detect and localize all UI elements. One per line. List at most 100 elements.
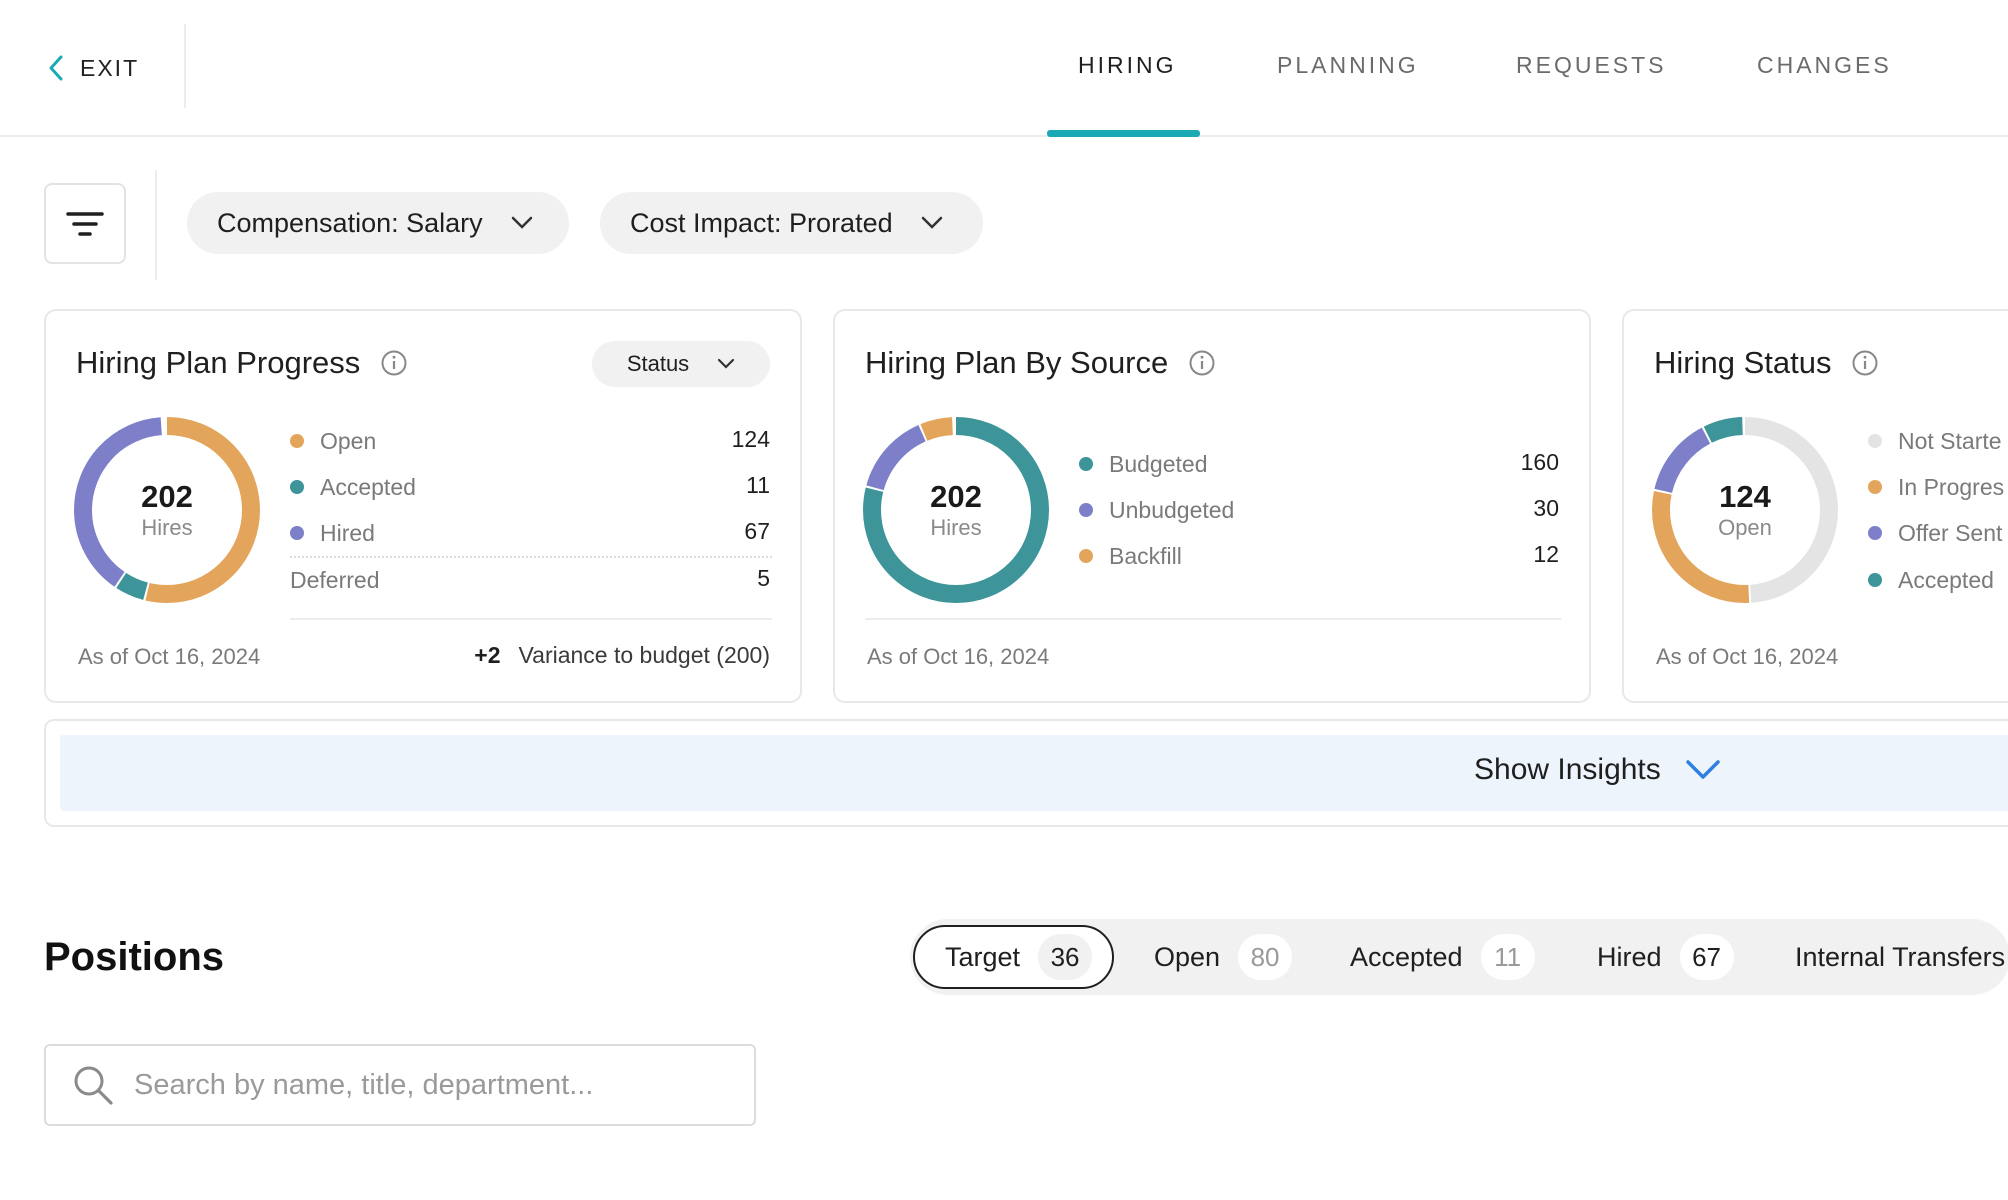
filter-lines-icon xyxy=(66,211,104,236)
card-title-text: Hiring Status xyxy=(1654,345,1832,380)
donut-total: 202 xyxy=(930,479,982,514)
segment-label: Internal Transfers xyxy=(1795,941,2006,972)
segment-hired[interactable]: Hired 67 xyxy=(1597,925,1734,989)
donut-total: 124 xyxy=(1719,479,1771,514)
legend-label: Unbudgeted xyxy=(1109,496,1235,523)
donut-total-label: Hires xyxy=(141,515,193,540)
legend-label: Accepted xyxy=(1898,566,1994,593)
divider xyxy=(290,618,772,620)
chevron-left-icon xyxy=(49,55,63,81)
variance-label: Variance to budget (200) xyxy=(518,642,770,668)
legend-label: Accepted xyxy=(320,473,416,500)
donut-segment-open xyxy=(74,417,260,603)
divider xyxy=(865,618,1561,620)
legend-item-not-started: Not Starte xyxy=(1868,426,2002,456)
segment-count: 80 xyxy=(1238,934,1293,980)
segment-open[interactable]: Open 80 xyxy=(1154,925,1293,989)
donut-segments xyxy=(1652,417,1838,603)
tab-changes[interactable]: CHANGES xyxy=(1757,52,1892,78)
card-title: Hiring Status xyxy=(1654,345,1879,381)
info-icon[interactable] xyxy=(1851,349,1879,377)
hiring-plan-progress-card: Hiring Plan Progress Status 202 Hires Op… xyxy=(44,309,802,703)
legend-dot xyxy=(290,480,304,494)
legend-value: 124 xyxy=(731,426,770,452)
compensation-dropdown[interactable]: Compensation: Salary xyxy=(187,192,569,254)
legend-value: 12 xyxy=(1533,541,1559,567)
exit-button[interactable]: EXIT xyxy=(48,48,139,88)
legend-item-deferred: Deferred xyxy=(290,565,379,595)
legend-item-in-progress: In Progres xyxy=(1868,472,2004,502)
legend-item-budgeted: Budgeted xyxy=(1079,449,1207,479)
card-title-text: Hiring Plan By Source xyxy=(865,345,1169,380)
segment-label: Target xyxy=(945,941,1021,972)
legend-label: Deferred xyxy=(290,566,380,593)
legend-value: 30 xyxy=(1533,495,1559,521)
position-search[interactable] xyxy=(44,1044,756,1126)
legend-dot xyxy=(1868,573,1882,587)
legend-dot xyxy=(1868,434,1882,448)
legend-item-offer-sent: Offer Sent xyxy=(1868,518,2002,548)
legend-dot xyxy=(290,434,304,448)
donut-segments xyxy=(863,417,1049,603)
donut-segment-budgeted xyxy=(863,417,1049,603)
legend-value: 11 xyxy=(746,472,770,498)
insights-panel xyxy=(44,719,2008,827)
search-icon xyxy=(74,1066,113,1105)
donut-segment-not-started xyxy=(1652,417,1838,603)
legend-dot xyxy=(1079,457,1093,471)
divider xyxy=(184,24,186,108)
legend-value: 5 xyxy=(757,565,770,591)
hiring-source-donut xyxy=(863,417,1049,603)
legend-label: Budgeted xyxy=(1109,450,1208,477)
segment-label: Accepted xyxy=(1350,941,1463,972)
legend-value: 67 xyxy=(744,518,770,544)
show-insights-button[interactable]: Show Insights xyxy=(1474,753,1721,787)
cost-impact-label: Cost Impact: Prorated xyxy=(630,207,893,238)
legend-label: Not Starte xyxy=(1898,427,2002,454)
chevron-down-icon xyxy=(921,216,942,229)
tab-planning[interactable]: PLANNING xyxy=(1277,52,1419,78)
legend-separator xyxy=(290,556,772,558)
tab-requests[interactable]: REQUESTS xyxy=(1516,52,1667,78)
tab-hiring[interactable]: HIRING xyxy=(1078,52,1177,78)
donut-segment-in-progress xyxy=(1652,417,1838,603)
legend-dot xyxy=(1079,503,1093,517)
card-title: Hiring Plan By Source xyxy=(865,345,1216,381)
donut-total: 202 xyxy=(141,479,193,514)
show-insights-label: Show Insights xyxy=(1474,753,1661,786)
filter-button[interactable] xyxy=(44,183,126,264)
as-of-date: As of Oct 16, 2024 xyxy=(867,644,1050,669)
chevron-down-icon xyxy=(1686,760,1720,779)
chevron-down-icon xyxy=(718,358,735,369)
legend-item-unbudgeted: Unbudgeted xyxy=(1079,495,1234,525)
segment-accepted[interactable]: Accepted 11 xyxy=(1350,925,1535,989)
legend-item-backfill: Backfill xyxy=(1079,541,1182,571)
as-of-date: As of Oct 16, 2024 xyxy=(78,644,261,669)
divider xyxy=(155,170,157,280)
status-dropdown[interactable]: Status xyxy=(592,341,770,387)
variance-to-budget: +2 Variance to budget (200) xyxy=(474,642,770,669)
segment-target[interactable]: Target 36 xyxy=(913,925,1115,989)
status-dropdown-label: Status xyxy=(626,351,690,376)
donut-total-label: Open xyxy=(1718,515,1772,540)
segment-internal-transfers[interactable]: Internal Transfers xyxy=(1795,925,2005,989)
segment-count: 11 xyxy=(1480,934,1535,980)
info-icon[interactable] xyxy=(380,349,408,377)
positions-heading: Positions xyxy=(44,935,225,979)
hiring-status-donut xyxy=(1652,417,1838,603)
donut-total-label: Hires xyxy=(930,515,982,540)
variance-delta: +2 xyxy=(474,642,501,668)
as-of-date: As of Oct 16, 2024 xyxy=(1656,644,1839,669)
legend-value: 160 xyxy=(1520,449,1559,475)
legend-label: Open xyxy=(320,427,377,454)
info-icon[interactable] xyxy=(1188,349,1216,377)
donut-segment-hired xyxy=(74,417,260,603)
search-input[interactable] xyxy=(134,1068,734,1102)
chevron-down-icon xyxy=(511,216,532,229)
cost-impact-dropdown[interactable]: Cost Impact: Prorated xyxy=(600,192,983,254)
show-insights-bar[interactable] xyxy=(60,735,2008,811)
legend-label: Hired xyxy=(320,519,375,546)
donut-segments xyxy=(74,417,260,603)
segment-label: Open xyxy=(1154,941,1221,972)
legend-item-accepted: Accepted xyxy=(1868,565,1994,595)
